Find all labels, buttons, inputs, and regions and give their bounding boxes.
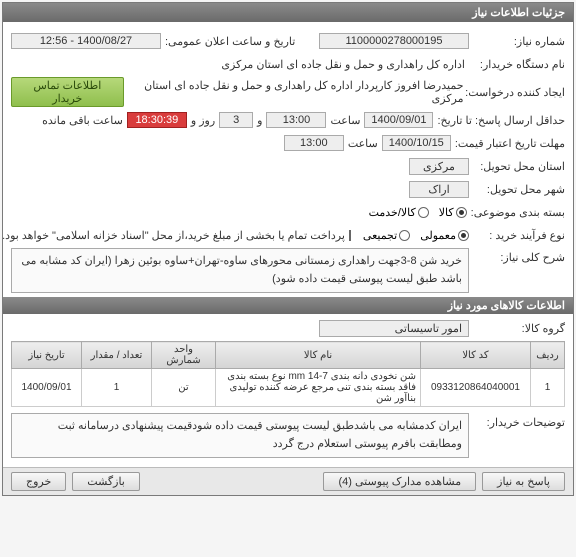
packing-radio-group: کالا کالا/خدمت xyxy=(369,206,467,219)
row-need-no: شماره نیاز: 1100000278000195 تاریخ و ساع… xyxy=(11,31,565,51)
row-buyer-org: نام دستگاه خریدار: اداره کل راهداری و حم… xyxy=(11,54,565,74)
remain-label: ساعت باقی مانده xyxy=(42,114,123,127)
deadline-label: حداقل ارسال پاسخ: تا تاریخ: xyxy=(437,114,565,127)
days-value: 3 xyxy=(219,112,253,128)
process-opt-normal[interactable]: معمولی xyxy=(420,229,469,242)
requester-label: ایجاد کننده درخواست: xyxy=(472,86,566,99)
city-value: اراک xyxy=(409,181,469,198)
validity-date: 1400/10/15 xyxy=(382,135,451,151)
row-packing: بسته بندی موضوعی: کالا کالا/خدمت xyxy=(11,202,565,222)
city-label: شهر محل تحویل: xyxy=(473,183,565,196)
cell-name: شن نخودی دانه بندی 7-14 mm نوع بسته بندی… xyxy=(216,369,421,407)
buyer-note-label: توضیحات خریدار: xyxy=(473,413,565,429)
day-label: روز و xyxy=(191,114,215,127)
validity-time: 13:00 xyxy=(284,135,344,151)
row-group: گروه کالا: امور تاسیساتی xyxy=(11,318,565,338)
col-code: کد کالا xyxy=(421,342,531,369)
table-row[interactable]: 1 0933120864040001 شن نخودی دانه بندی 7-… xyxy=(12,369,565,407)
packing-opt-goods-service[interactable]: کالا/خدمت xyxy=(369,206,429,219)
time-label-1: ساعت xyxy=(330,114,360,127)
panel-title: جزئیات اطلاعات نیاز xyxy=(3,3,573,22)
row-province: استان محل تحویل: مرکزی xyxy=(11,156,565,176)
deadline-time: 13:00 xyxy=(266,112,326,128)
col-name: نام کالا xyxy=(216,342,421,369)
province-label: استان محل تحویل: xyxy=(473,160,565,173)
process-opt-aggregate[interactable]: تجمیعی xyxy=(363,229,410,242)
need-no-value: 1100000278000195 xyxy=(319,33,469,49)
cell-qty: 1 xyxy=(82,369,152,407)
reply-button[interactable]: پاسخ به نیاز xyxy=(482,472,565,491)
goods-header: اطلاعات کالاهای مورد نیاز xyxy=(3,297,573,314)
process-label: نوع فرآیند خرید : xyxy=(473,229,565,242)
process-opt2-label: تجمیعی xyxy=(363,229,397,242)
packing-opt2-label: کالا/خدمت xyxy=(369,206,416,219)
packing-opt1-label: کالا xyxy=(439,206,454,219)
requester-value: حمیدرضا افروز کارپردار اداره کل راهداری … xyxy=(128,79,468,105)
desc-value: خرید شن 8-3جهت راهداری زمستانی محورهای س… xyxy=(11,248,469,293)
row-desc: شرح کلی نیاز: خرید شن 8-3جهت راهداری زمس… xyxy=(11,248,565,293)
group-value: امور تاسیساتی xyxy=(319,320,469,337)
cell-unit: تن xyxy=(152,369,216,407)
process-opt1-label: معمولی xyxy=(420,229,456,242)
col-qty: تعداد / مقدار xyxy=(82,342,152,369)
footer-buttons: پاسخ به نیاز مشاهده مدارک پیوستی (4) باز… xyxy=(3,467,573,495)
row-deadline: حداقل ارسال پاسخ: تا تاریخ: 1400/09/01 س… xyxy=(11,110,565,130)
buyer-org-label: نام دستگاه خریدار: xyxy=(473,58,565,71)
exit-button[interactable]: خروج xyxy=(11,472,66,491)
row-requester: ایجاد کننده درخواست: حمیدرضا افروز کارپر… xyxy=(11,77,565,107)
goods-table: ردیف کد کالا نام کالا واحد شمارش تعداد /… xyxy=(11,341,565,407)
desc-label: شرح کلی نیاز: xyxy=(473,248,565,264)
packing-opt-goods[interactable]: کالا xyxy=(439,206,467,219)
radio-icon xyxy=(399,230,410,241)
cell-date: 1400/09/01 xyxy=(12,369,82,407)
cell-idx: 1 xyxy=(531,369,565,407)
back-button[interactable]: بازگشت xyxy=(72,472,140,491)
validity-label: مهلت تاریخ اعتبار قیمت: xyxy=(455,137,565,150)
row-validity: مهلت تاریخ اعتبار قیمت: 1400/10/15 ساعت … xyxy=(11,133,565,153)
announce-label: تاریخ و ساعت اعلان عمومی: xyxy=(165,35,295,48)
need-no-label: شماره نیاز: xyxy=(473,35,565,48)
attachments-button[interactable]: مشاهده مدارک پیوستی (4) xyxy=(323,472,476,491)
cell-code: 0933120864040001 xyxy=(421,369,531,407)
row-city: شهر محل تحویل: اراک xyxy=(11,179,565,199)
buyer-org-value: اداره کل راهداری و حمل و نقل جاده ای است… xyxy=(217,58,469,71)
col-unit: واحد شمارش xyxy=(152,342,216,369)
table-header-row: ردیف کد کالا نام کالا واحد شمارش تعداد /… xyxy=(12,342,565,369)
buyer-note-value: ایران کدمشابه می باشدطبق لیست پیوستی قیم… xyxy=(11,413,469,458)
payment-text: پرداخت تمام یا بخشی از مبلغ خرید،از محل … xyxy=(2,229,345,242)
panel-body: شماره نیاز: 1100000278000195 تاریخ و ساع… xyxy=(3,22,573,467)
payment-checkbox[interactable] xyxy=(349,230,351,241)
group-label: گروه کالا: xyxy=(473,322,565,335)
countdown-value: 18:30:39 xyxy=(127,112,187,128)
province-value: مرکزی xyxy=(409,158,469,175)
row-buyer-note: توضیحات خریدار: ایران کدمشابه می باشدطبق… xyxy=(11,413,565,458)
announce-value: 1400/08/27 - 12:56 xyxy=(11,33,161,49)
radio-checked-icon xyxy=(456,207,467,218)
and-label: و xyxy=(257,114,262,127)
contact-buyer-button[interactable]: اطلاعات تماس خریدار xyxy=(11,77,124,107)
details-panel: جزئیات اطلاعات نیاز شماره نیاز: 11000002… xyxy=(2,2,574,496)
col-date: تاریخ نیاز xyxy=(12,342,82,369)
radio-checked-icon xyxy=(458,230,469,241)
packing-label: بسته بندی موضوعی: xyxy=(471,206,565,219)
row-process: نوع فرآیند خرید : معمولی تجمیعی پرداخت ت… xyxy=(11,225,565,245)
deadline-date: 1400/09/01 xyxy=(364,112,433,128)
col-idx: ردیف xyxy=(531,342,565,369)
radio-icon xyxy=(418,207,429,218)
time-label-2: ساعت xyxy=(348,137,378,150)
process-radio-group: معمولی تجمیعی xyxy=(363,229,469,242)
